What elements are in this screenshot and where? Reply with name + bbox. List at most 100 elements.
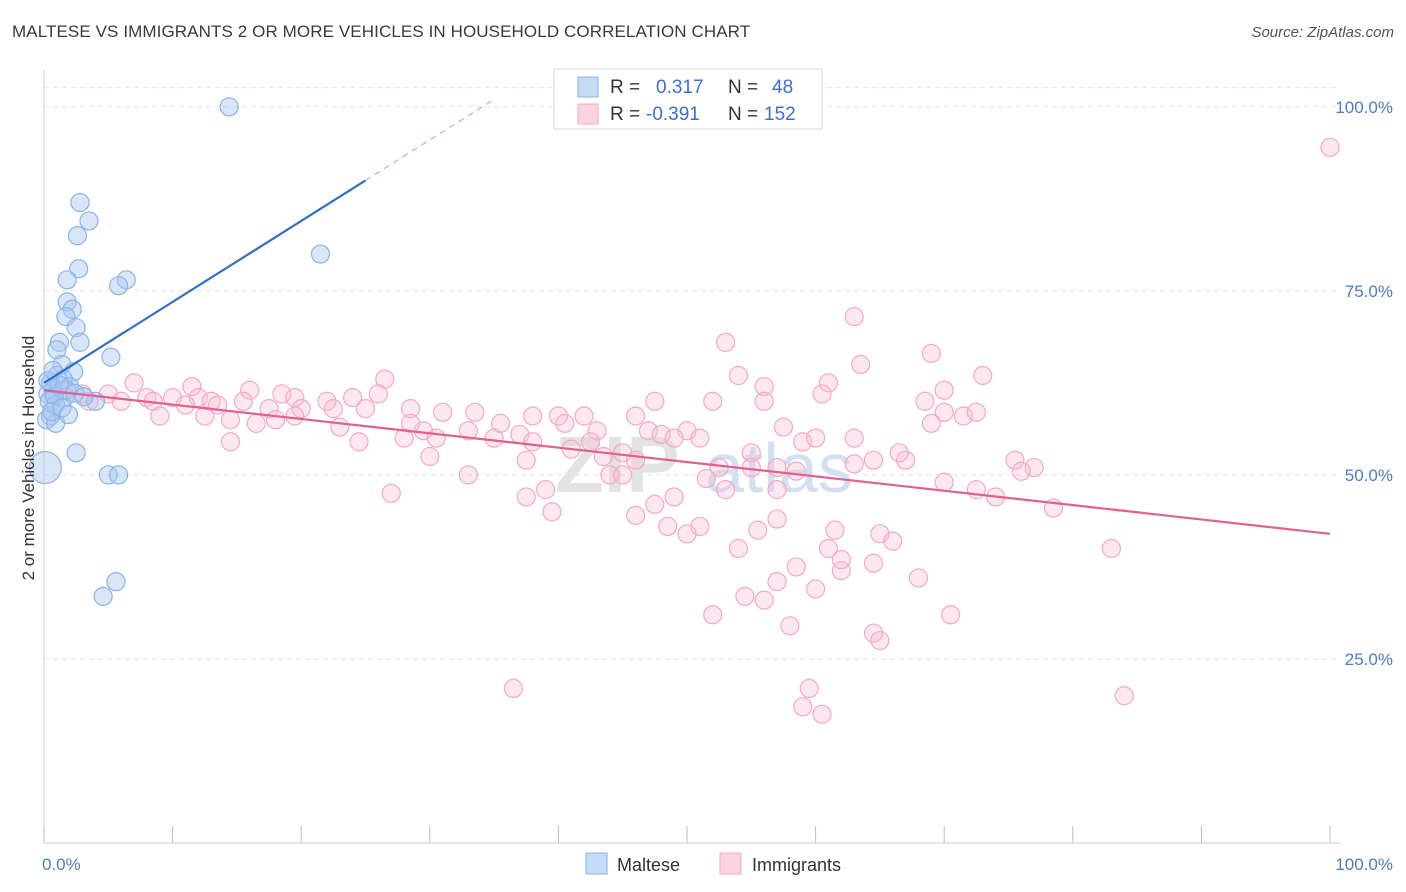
maltese-point-11 — [66, 318, 86, 338]
maltese-point-12 — [70, 332, 90, 352]
immigrants-point-130 — [677, 524, 697, 544]
immigrants-point-0 — [1320, 137, 1340, 157]
immigrants-point-10 — [934, 380, 954, 400]
legend-r-value-immigrants: -0.391 — [646, 104, 700, 125]
maltese-point-2 — [79, 211, 99, 231]
maltese-point-1 — [70, 192, 90, 213]
immigrants-point-85 — [1024, 457, 1044, 478]
legend-n-label-immigrants: N = — [728, 104, 758, 125]
immigrants-point-32 — [111, 391, 131, 411]
legend-n-value-maltese: 48 — [772, 77, 793, 98]
maltese-point-43 — [74, 387, 94, 407]
immigrants-point-128 — [793, 697, 813, 717]
immigrants-point-78 — [664, 428, 684, 448]
immigrants-point-43 — [523, 406, 543, 426]
maltese-point-13 — [49, 332, 70, 352]
immigrants-point-11 — [124, 373, 144, 393]
chart-source: Source: ZipAtlas.com — [1251, 24, 1394, 41]
x-tick-label-0: 0.0% — [42, 855, 81, 874]
immigrants-point-131 — [728, 538, 749, 559]
immigrants-point-29 — [812, 384, 832, 404]
maltese-point-32 — [66, 443, 86, 463]
watermark-atlas: atlas — [705, 429, 853, 507]
immigrants-point-27 — [703, 391, 723, 411]
immigrants-point-122 — [941, 605, 961, 625]
x-tick-labels: 0.0% 100.0% — [42, 855, 1393, 874]
immigrants-point-44 — [548, 406, 569, 426]
immigrants-point-123 — [780, 616, 800, 636]
immigrants-point-62 — [555, 413, 575, 433]
immigrants-point-121 — [754, 590, 774, 610]
chart-title: MALTESE VS IMMIGRANTS 2 OR MORE VEHICLES… — [12, 22, 751, 41]
immigrants-point-106 — [715, 480, 736, 500]
bottom-legend-label-immigrants: Immigrants — [752, 855, 841, 875]
legend-r-label-immigrants: R = — [610, 104, 640, 125]
immigrants-point-24 — [317, 391, 337, 411]
immigrants-point-137 — [844, 454, 864, 474]
bottom-legend-swatch-maltese — [585, 852, 608, 875]
immigrants-point-3 — [921, 343, 941, 364]
immigrants-trend-line — [43, 389, 1331, 535]
maltese-point-34 — [108, 465, 129, 485]
immigrants-point-132 — [831, 549, 851, 570]
immigrants-point-105 — [658, 516, 678, 537]
maltese-point-3 — [67, 226, 88, 246]
immigrants-point-104 — [542, 502, 562, 522]
immigrants-point-79 — [690, 428, 710, 448]
immigrants-point-46 — [625, 406, 646, 426]
immigrants-point-58 — [330, 417, 350, 437]
immigrants-point-64 — [638, 421, 659, 441]
immigrants-point-118 — [735, 586, 755, 606]
immigrants-point-1 — [844, 307, 864, 327]
immigrants-point-49 — [966, 402, 986, 422]
maltese-point-7 — [108, 276, 129, 296]
immigrants-point-63 — [587, 421, 607, 441]
maltese-point-46 — [58, 404, 79, 425]
immigrants-point-125 — [870, 630, 890, 651]
maltese-point-31 — [310, 244, 331, 264]
immigrants-point-4 — [851, 354, 871, 375]
immigrants-point-97 — [767, 480, 787, 500]
immigrants-point-92 — [786, 461, 806, 481]
immigrants-point-54 — [220, 410, 241, 430]
legend-n-value-immigrants: 152 — [764, 104, 796, 125]
immigrants-point-56 — [265, 410, 286, 430]
immigrants-point-119 — [805, 579, 826, 599]
legend-r-value-maltese: 0.317 — [656, 77, 704, 98]
immigrants-point-83 — [896, 450, 916, 470]
immigrants-point-66 — [773, 417, 794, 437]
immigrants-point-145 — [580, 432, 601, 452]
immigrants-point-72 — [426, 428, 446, 448]
immigrants-point-142 — [368, 384, 388, 404]
grid-lines — [44, 87, 1340, 660]
maltese-point-4 — [69, 259, 89, 279]
immigrants-point-26 — [645, 391, 665, 411]
immigrants-point-41 — [433, 402, 453, 422]
immigrants-point-53 — [195, 406, 215, 426]
immigrants-point-67 — [844, 428, 864, 448]
immigrants-point-136 — [613, 465, 633, 485]
immigrants-point-6 — [973, 365, 993, 386]
immigrants-point-87 — [516, 450, 536, 470]
immigrants-point-5 — [728, 365, 749, 386]
immigrants-point-55 — [246, 413, 266, 433]
immigrants-point-77 — [651, 424, 671, 445]
immigrants-points — [53, 137, 1340, 724]
immigrants-point-138 — [889, 443, 909, 463]
immigrants-point-60 — [458, 421, 478, 441]
y-axis-label: 2 or more Vehicles in Household — [19, 336, 38, 581]
maltese-point-37 — [93, 586, 113, 606]
immigrants-point-13 — [240, 380, 260, 400]
legend-swatch-immigrants — [577, 103, 599, 125]
trend-lines — [43, 98, 1331, 535]
maltese-trend-line — [43, 179, 367, 384]
axes — [43, 70, 1340, 844]
y-tick-label-0: 25.0% — [1345, 650, 1393, 669]
immigrants-point-70 — [349, 432, 369, 452]
immigrants-point-36 — [259, 399, 279, 419]
immigrants-point-101 — [645, 494, 665, 514]
immigrants-point-93 — [1011, 461, 1031, 481]
immigrants-point-94 — [458, 465, 478, 485]
maltese-point-35 — [28, 450, 62, 485]
